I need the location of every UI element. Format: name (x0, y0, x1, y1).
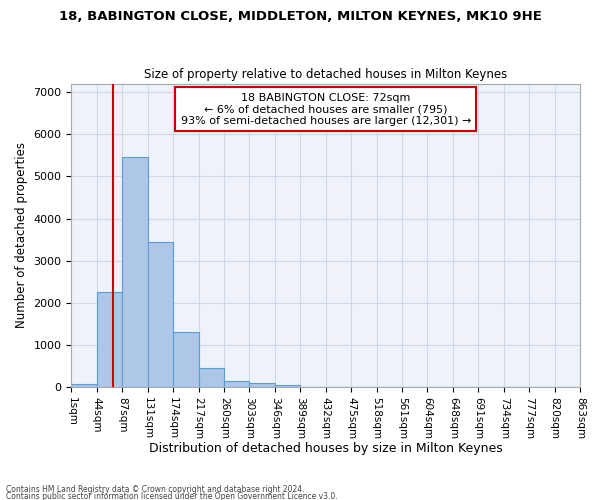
Bar (199, 368, 224, 388)
Bar (224, 380, 250, 388)
Bar (250, 384, 275, 388)
Bar (97, 292, 122, 388)
Bar (122, 158, 148, 388)
Bar (275, 385, 300, 388)
X-axis label: Distribution of detached houses by size in Milton Keynes: Distribution of detached houses by size … (149, 442, 503, 455)
Text: Contains public sector information licensed under the Open Government Licence v3: Contains public sector information licen… (6, 492, 338, 500)
Bar (300, 386, 326, 388)
Text: 18, BABINGTON CLOSE, MIDDLETON, MILTON KEYNES, MK10 9HE: 18, BABINGTON CLOSE, MIDDLETON, MILTON K… (59, 10, 541, 23)
Title: Size of property relative to detached houses in Milton Keynes: Size of property relative to detached ho… (144, 68, 508, 81)
Bar (173, 332, 199, 388)
Text: Contains HM Land Registry data © Crown copyright and database right 2024.: Contains HM Land Registry data © Crown c… (6, 486, 305, 494)
Bar (71, 384, 97, 388)
Text: 18 BABINGTON CLOSE: 72sqm
← 6% of detached houses are smaller (795)
93% of semi-: 18 BABINGTON CLOSE: 72sqm ← 6% of detach… (181, 92, 471, 126)
Y-axis label: Number of detached properties: Number of detached properties (15, 142, 28, 328)
Bar (148, 242, 173, 388)
